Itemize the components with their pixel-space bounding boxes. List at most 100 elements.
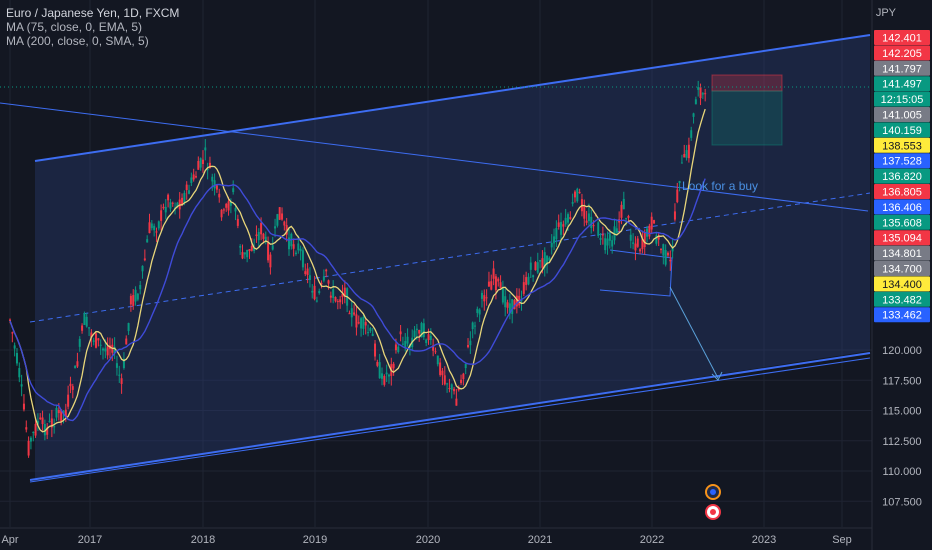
- candle-body: [262, 233, 265, 239]
- candle-body: [139, 285, 142, 290]
- candle-body: [164, 206, 167, 213]
- time-axis[interactable]: Apr 2017 2018 2019 2020 2021 2022 2023 Sep: [0, 527, 872, 546]
- candle-body: [325, 269, 328, 272]
- candle-body: [181, 197, 184, 206]
- currency-label: JPY: [875, 7, 896, 19]
- candle-body: [227, 201, 230, 211]
- candle-body: [450, 384, 453, 390]
- candle-body: [83, 313, 86, 325]
- candle-body: [480, 292, 483, 299]
- candle-body: [269, 254, 272, 268]
- price-tick-label: 112.500: [883, 436, 922, 448]
- candle-body: [576, 188, 579, 202]
- candle-body: [222, 209, 225, 211]
- candle-body: [615, 228, 618, 233]
- candle-body: [606, 238, 609, 246]
- price-label-badge: 141.797: [874, 60, 930, 76]
- candle-body: [641, 239, 644, 250]
- candle-body: [650, 216, 653, 230]
- ma-200-legend[interactable]: MA (200, close, 0, SMA, 5): [6, 34, 149, 48]
- candle-body: [490, 281, 493, 290]
- candle-body: [532, 275, 535, 278]
- time-tick-label: 2023: [752, 534, 776, 546]
- candle-body: [355, 314, 358, 328]
- candle-body: [260, 223, 263, 235]
- candle-body: [41, 417, 44, 425]
- candle-body: [557, 222, 560, 227]
- candle-body: [657, 236, 660, 240]
- candle-body: [225, 203, 228, 208]
- candle-body: [664, 250, 667, 265]
- candle-body: [457, 387, 460, 391]
- event-markers[interactable]: [705, 484, 721, 520]
- candle-body: [85, 316, 88, 327]
- candle-body: [597, 222, 600, 236]
- candle-body: [322, 276, 325, 281]
- price-axis[interactable]: 120.000 117.500 115.000 112.500 110.000 107.5…: [871, 0, 932, 550]
- candle-body: [374, 343, 377, 357]
- position-tool[interactable]: [711, 74, 783, 146]
- candle-body: [267, 242, 270, 261]
- candle-body: [697, 87, 700, 90]
- candle-body: [341, 293, 344, 298]
- candle-body: [485, 297, 488, 299]
- candle-body: [46, 427, 49, 435]
- price-label-badge: 137.528: [874, 153, 930, 169]
- candle-body: [199, 158, 202, 168]
- candle-body: [92, 340, 95, 342]
- candle-body: [160, 210, 163, 221]
- candle-body: [622, 198, 625, 210]
- candle-body: [541, 258, 544, 268]
- time-tick-label: 2022: [640, 534, 664, 546]
- candle-body: [171, 202, 174, 204]
- candle-body: [678, 180, 681, 183]
- candle-body: [115, 363, 118, 368]
- candle-body: [234, 208, 237, 212]
- candle-body: [67, 394, 70, 407]
- ma-75-legend[interactable]: MA (75, close, 0, EMA, 5): [6, 20, 143, 34]
- candle-body: [176, 202, 179, 207]
- candle-body: [88, 327, 91, 329]
- candle-body: [364, 321, 367, 326]
- candle-body: [167, 194, 170, 201]
- chart-legend[interactable]: Euro / Japanese Yen, 1D, FXCM MA (75, cl…: [6, 6, 179, 48]
- ma-75-line: [9, 108, 706, 433]
- candle-body: [132, 295, 135, 306]
- candle-body: [525, 277, 528, 285]
- symbol-title[interactable]: Euro / Japanese Yen, 1D, FXCM: [6, 6, 180, 20]
- candle-body: [185, 184, 188, 191]
- candle-body: [660, 249, 662, 251]
- candle-body: [453, 388, 456, 392]
- candle-body: [469, 340, 472, 346]
- time-tick-label: Sep: [832, 534, 852, 546]
- candle-body: [320, 283, 323, 285]
- candle-body: [620, 204, 623, 218]
- candle-body: [434, 351, 437, 353]
- candle-body: [153, 225, 156, 231]
- candle-body: [378, 362, 381, 379]
- candle-body: [78, 338, 81, 347]
- svg-text:140.159: 140.159: [882, 125, 922, 137]
- candle-body: [548, 257, 551, 261]
- candle-body: [387, 374, 390, 377]
- candle-body: [455, 398, 458, 406]
- candle-body: [564, 217, 567, 225]
- candle-body: [134, 289, 137, 302]
- candle-body: [578, 191, 581, 194]
- candle-body: [106, 346, 109, 356]
- candle-body: [39, 417, 42, 420]
- price-tick-label: 110.000: [883, 466, 922, 478]
- candle-body: [15, 352, 18, 364]
- candle-body: [274, 226, 277, 229]
- candle-body: [208, 162, 211, 169]
- candle-body: [146, 239, 149, 243]
- candle-body: [399, 331, 402, 335]
- candle-body: [543, 252, 546, 268]
- candle-body: [27, 440, 30, 456]
- candle-body: [394, 344, 397, 351]
- candle-body: [95, 333, 98, 348]
- candle-body: [662, 244, 665, 256]
- candle-body: [467, 344, 470, 348]
- candle-body: [676, 189, 679, 203]
